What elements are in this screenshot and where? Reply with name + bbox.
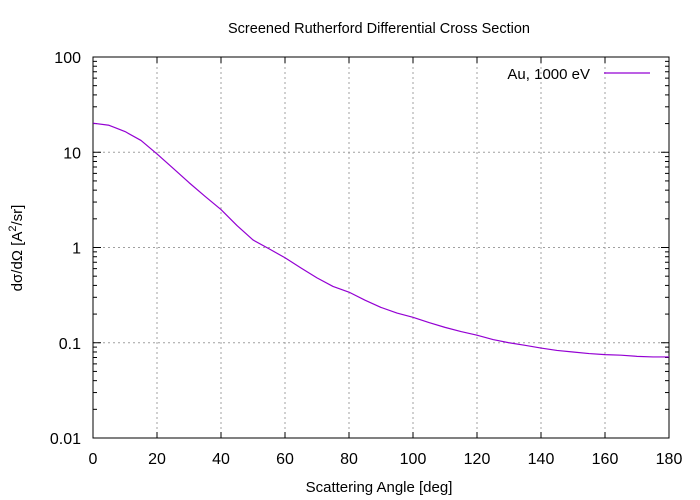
series-line-0 bbox=[92, 122, 669, 358]
x-tick-label: 20 bbox=[148, 451, 166, 468]
x-axis-label: Scattering Angle [deg] bbox=[306, 479, 453, 496]
y-tick-label: 100 bbox=[54, 50, 81, 67]
x-tick-label: 60 bbox=[276, 451, 294, 468]
series-lines bbox=[92, 122, 669, 358]
x-tick-label: 140 bbox=[528, 451, 555, 468]
y-axis-label-suffix: /sr] bbox=[9, 205, 26, 226]
x-tick-label: 100 bbox=[400, 451, 427, 468]
y-tick-label: 10 bbox=[63, 145, 81, 162]
y-axis-label: dσ/dΩ [A2/sr] bbox=[7, 205, 26, 292]
x-tick-label: 40 bbox=[212, 451, 230, 468]
y-axis-label-prefix: dσ/dΩ [A bbox=[9, 232, 26, 292]
y-tick-label: 0.1 bbox=[59, 336, 81, 353]
y-tick-label: 1 bbox=[72, 241, 81, 258]
y-axis-tick-labels: 0.01 0.1 1 10 100 bbox=[50, 50, 81, 448]
chart-title: Screened Rutherford Differential Cross S… bbox=[228, 21, 530, 37]
axis-ticks bbox=[92, 56, 670, 439]
legend: Au, 1000 eV bbox=[507, 66, 650, 83]
y-tick-label: 0.01 bbox=[50, 431, 81, 448]
x-tick-label: 0 bbox=[89, 451, 98, 468]
grid-lines bbox=[93, 57, 669, 438]
x-tick-label: 120 bbox=[464, 451, 491, 468]
y-axis-label-superscript: 2 bbox=[7, 226, 19, 232]
legend-label: Au, 1000 eV bbox=[507, 66, 590, 83]
x-axis-tick-labels: 0 20 40 60 80 100 120 140 160 180 bbox=[89, 451, 683, 468]
x-tick-label: 80 bbox=[340, 451, 358, 468]
x-tick-label: 180 bbox=[656, 451, 683, 468]
x-tick-label: 160 bbox=[592, 451, 619, 468]
